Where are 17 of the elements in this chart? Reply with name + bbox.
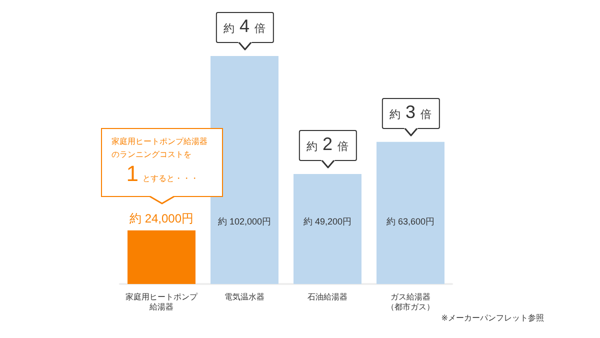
text: ※メーカーパンフレット参照: [441, 314, 544, 322]
annotation: 約 3 倍: [389, 102, 432, 122]
bar: [294, 174, 362, 284]
x-tick-label: ガス給湯器（都市ガス）: [386, 292, 434, 312]
annotation: 約 2 倍: [306, 134, 349, 154]
bar: [376, 142, 444, 284]
x-tick-label: 家庭用ヒートポンプ給湯器: [126, 292, 198, 312]
data-label: 約 102,000円: [218, 216, 272, 226]
data-label: 約 49,200円: [303, 216, 352, 226]
annotation: 家庭用ヒートポンプ給湯器のランニングコストを1 とすると・・・: [112, 136, 208, 186]
x-tick-label: 電気温水器: [224, 292, 264, 302]
data-label: 約 63,600円: [386, 216, 435, 226]
data-label: 約 24,000円: [129, 211, 194, 226]
annotation: 約 4 倍: [223, 16, 266, 36]
x-tick-label: 石油給湯器: [308, 292, 348, 302]
bar: [210, 56, 278, 284]
bar: [128, 230, 196, 284]
